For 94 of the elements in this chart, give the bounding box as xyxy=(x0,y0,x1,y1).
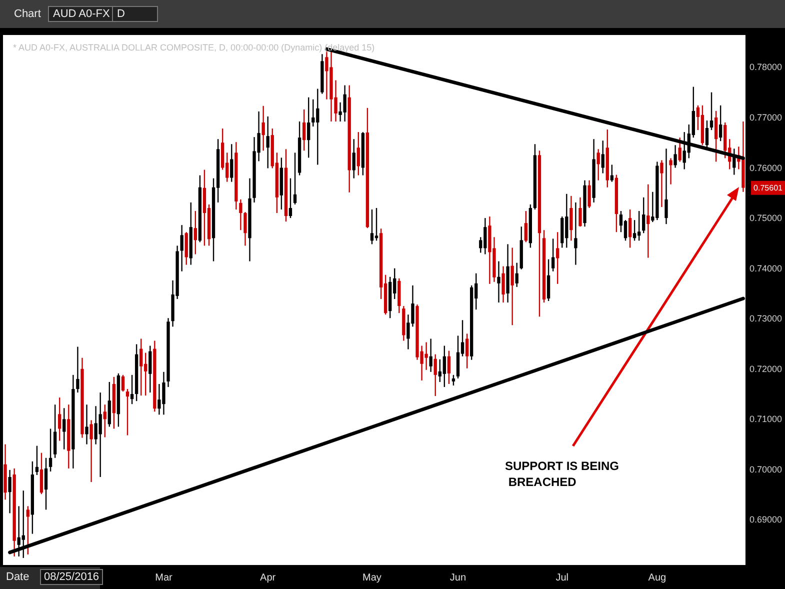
candlestick xyxy=(58,396,62,442)
candlestick xyxy=(497,260,500,304)
text: 0.75601 xyxy=(754,183,784,192)
candlestick xyxy=(502,266,505,304)
candlestick xyxy=(452,374,456,386)
text: Chart xyxy=(14,8,41,20)
candlestick xyxy=(26,506,30,556)
text: 08/25/2016 xyxy=(40,569,104,585)
candlestick xyxy=(447,350,451,385)
candlestick xyxy=(646,184,650,258)
candlestick xyxy=(148,345,152,394)
candlestick xyxy=(44,457,48,510)
candlestick xyxy=(352,138,356,179)
y-tick-label: 0.70000 xyxy=(749,464,782,474)
candlestick xyxy=(628,208,632,248)
candlestick xyxy=(578,196,582,228)
candlestick xyxy=(674,144,677,168)
candlestick xyxy=(710,92,714,131)
candlestick xyxy=(632,219,636,242)
candlestick xyxy=(442,345,446,388)
candlestick xyxy=(288,178,292,219)
candlestick xyxy=(429,338,432,373)
candlestick xyxy=(574,202,578,266)
candlestick xyxy=(546,258,550,302)
x-tick-label: May xyxy=(362,572,382,584)
candlestick xyxy=(515,262,518,288)
y-tick-label: 0.76000 xyxy=(749,162,782,173)
x-tick-label: Apr xyxy=(260,572,276,584)
candlestick xyxy=(669,158,672,185)
candlestick xyxy=(35,445,39,476)
text: Date xyxy=(6,571,30,583)
candlestick xyxy=(524,210,528,243)
candlestick xyxy=(90,420,93,483)
candlestick xyxy=(312,98,315,128)
text: * AUD A0-FX, AUSTRALIA DOLLAR COMPOSITE, D, 00:00-00:00 (Dynamic) (delayed 15) xyxy=(13,42,375,52)
candlestick xyxy=(76,346,80,394)
candlestick xyxy=(40,452,44,495)
candlestick xyxy=(637,210,641,242)
candlestick xyxy=(139,338,143,396)
candlestick xyxy=(551,238,555,272)
candlestick xyxy=(510,247,514,326)
candlestick xyxy=(8,469,12,514)
y-tick-label: 0.69000 xyxy=(749,514,782,525)
y-tick-label: 0.74000 xyxy=(749,263,782,274)
candlestick xyxy=(660,160,664,208)
candlestick xyxy=(356,131,360,176)
candlestick xyxy=(678,136,682,162)
candlestick xyxy=(302,108,306,152)
y-tick-label: 0.73000 xyxy=(749,314,782,324)
candlestick xyxy=(434,354,437,397)
candlestick xyxy=(62,408,66,450)
candlestick xyxy=(596,148,600,181)
candlestick xyxy=(556,232,560,285)
candlestick xyxy=(570,195,573,242)
text: D xyxy=(112,6,158,22)
candlestick xyxy=(53,404,57,458)
candlestick xyxy=(588,180,591,209)
candlestick xyxy=(293,152,297,206)
candlestick xyxy=(374,207,378,242)
candlestick xyxy=(180,224,184,272)
candlestick xyxy=(642,196,646,234)
candlestick xyxy=(244,211,247,246)
y-tick-label: 0.77000 xyxy=(749,112,782,122)
candlestick xyxy=(126,388,130,436)
candlestick xyxy=(194,210,197,255)
candlestick xyxy=(465,333,469,369)
x-tick-label: Aug xyxy=(648,572,666,584)
y-tick-label: 0.78000 xyxy=(749,62,782,72)
candlestick xyxy=(262,105,265,152)
text: AUD A0-FX xyxy=(48,6,115,22)
candlestick xyxy=(307,96,310,158)
candlestick xyxy=(664,148,668,225)
candlestick xyxy=(103,404,106,438)
x-tick-label: Jun xyxy=(450,572,466,584)
x-tick-label: Jul xyxy=(556,572,569,584)
candlestick xyxy=(714,110,718,162)
candlestick xyxy=(370,208,374,245)
y-tick-label: 0.72000 xyxy=(749,364,782,374)
candlestick xyxy=(718,104,722,142)
candlestick xyxy=(48,428,52,472)
candlestick xyxy=(108,381,111,428)
candlestick xyxy=(230,144,234,182)
candlestick xyxy=(705,120,709,150)
candlestick xyxy=(610,164,614,182)
candlestick xyxy=(85,404,88,445)
y-tick-label: 0.71000 xyxy=(749,414,782,424)
candlestick xyxy=(601,140,604,174)
candlestick xyxy=(266,116,270,169)
candlestick xyxy=(130,374,134,405)
x-tick-label: Mar xyxy=(155,572,173,584)
y-tick-label: 0.75000 xyxy=(749,213,782,224)
candlestick xyxy=(121,374,125,392)
annotation: SUPPORT IS BEING BREACHED xyxy=(505,459,620,489)
candlestick xyxy=(239,198,242,231)
